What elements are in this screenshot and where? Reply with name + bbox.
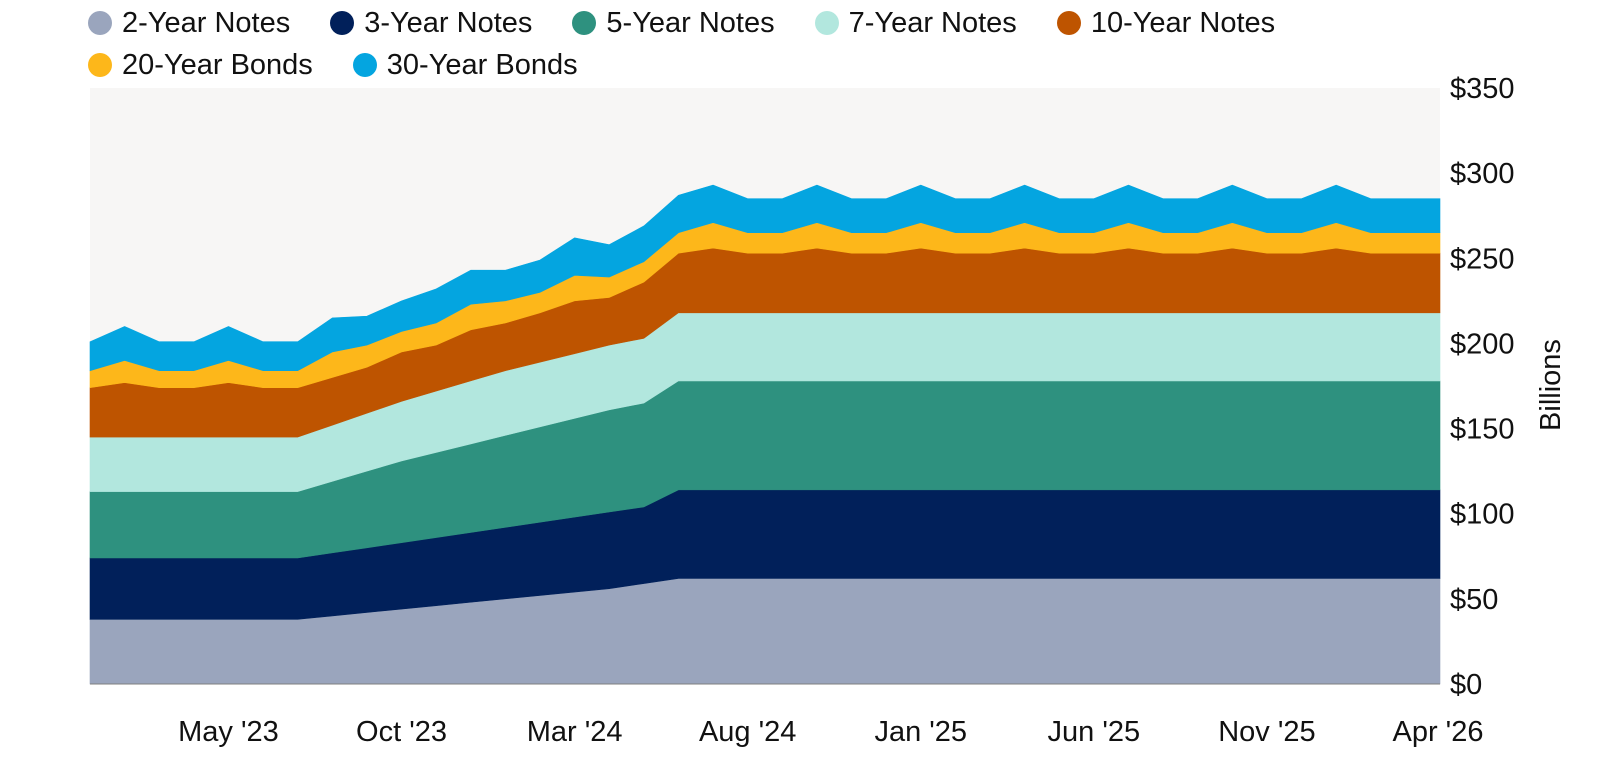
legend-label: 5-Year Notes (606, 6, 775, 39)
legend-swatch (88, 11, 112, 35)
y-axis-label: Billions (1535, 339, 1567, 431)
legend-item-5-year-notes: 5-Year Notes (572, 6, 775, 40)
legend-row: 20-Year Bonds 30-Year Bonds (88, 44, 1528, 86)
legend-label: 2-Year Notes (122, 6, 291, 39)
legend-label: 20-Year Bonds (122, 48, 313, 81)
legend-item-30-year-bonds: 30-Year Bonds (352, 48, 578, 82)
x-tick-label: May '23 (178, 716, 279, 748)
legend-label: 7-Year Notes (848, 6, 1017, 39)
legend-item-2-year-notes: 2-Year Notes (88, 7, 290, 40)
legend: 2-Year Notes 3-Year Notes 5-Year Notes 7-Ye… (88, 2, 1528, 86)
y-tick-label: $250 (1450, 243, 1515, 275)
legend-swatch (814, 11, 839, 35)
legend-swatch (88, 53, 112, 77)
legend-swatch (1056, 11, 1081, 35)
legend-item-20-year-bonds: 20-Year Bonds (88, 49, 313, 82)
y-tick-label: $0 (1450, 669, 1482, 701)
x-tick-label: Jan '25 (874, 716, 967, 748)
area-30-year-bonds (89, 184, 1441, 372)
legend-swatch (352, 53, 377, 77)
x-tick-label: Oct '23 (356, 716, 447, 748)
y-tick-label: $100 (1450, 499, 1515, 531)
y-tick-label: $150 (1450, 414, 1515, 446)
x-tick-label: Apr '26 (1393, 716, 1484, 748)
legend-swatch (572, 11, 597, 35)
y-tick-label: $300 (1450, 158, 1515, 190)
x-tick-label: Mar '24 (527, 716, 623, 748)
x-tick-label: Aug '24 (699, 716, 796, 748)
x-tick-label: Nov '25 (1218, 716, 1315, 748)
x-tick-label: Jun '25 (1048, 716, 1141, 748)
legend-label: 3-Year Notes (364, 6, 533, 39)
legend-label: 30-Year Bonds (386, 48, 578, 81)
legend-row: 2-Year Notes 3-Year Notes 5-Year Notes 7-Ye… (88, 2, 1528, 44)
y-tick-label: $200 (1450, 328, 1515, 360)
legend-swatch (330, 11, 355, 35)
legend-item-10-year-notes: 10-Year Notes (1056, 6, 1276, 40)
legend-label: 10-Year Notes (1090, 6, 1276, 39)
y-tick-label: $350 (1450, 73, 1515, 105)
y-tick-label: $50 (1450, 584, 1498, 616)
legend-item-3-year-notes: 3-Year Notes (330, 7, 532, 40)
legend-item-7-year-notes: 7-Year Notes (814, 6, 1017, 40)
